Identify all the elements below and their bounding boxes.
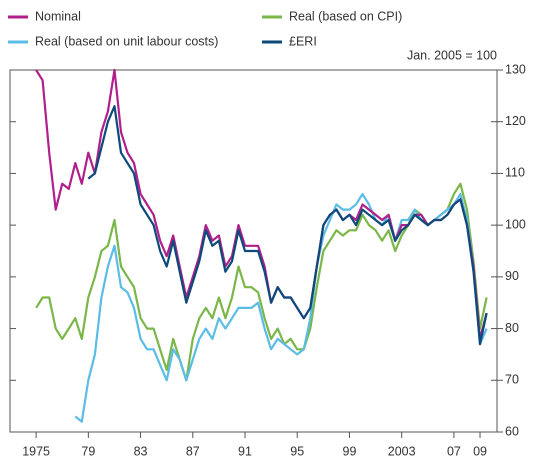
series-line bbox=[74, 193, 488, 423]
x-tick-label: 2003 bbox=[388, 444, 416, 458]
y-tick-label: 120 bbox=[505, 114, 526, 128]
y-tick-label: 80 bbox=[505, 321, 519, 335]
series-line bbox=[35, 182, 488, 382]
y-tick-label: 100 bbox=[505, 217, 526, 231]
x-tick-label: 91 bbox=[238, 444, 252, 458]
legend-label: £ERI bbox=[289, 34, 317, 48]
x-tick-label: 83 bbox=[134, 444, 148, 458]
legend-label: Nominal bbox=[35, 9, 81, 23]
y-tick-label: 70 bbox=[505, 373, 519, 387]
series-line bbox=[35, 68, 488, 340]
plot-frame bbox=[9, 69, 498, 433]
x-tick-label: 1975 bbox=[22, 444, 50, 458]
y-tick-label: 110 bbox=[505, 166, 525, 180]
x-tick-label: 79 bbox=[81, 444, 95, 458]
y-tick-label: 130 bbox=[505, 62, 526, 76]
x-tick-label: 07 bbox=[447, 444, 461, 458]
legend-label: Real (based on unit labour costs) bbox=[35, 34, 218, 48]
y-tick-label: 90 bbox=[505, 269, 519, 283]
annotation: Jan. 2005 = 100 bbox=[407, 48, 497, 62]
x-tick-label: 95 bbox=[290, 444, 304, 458]
legend-label: Real (based on CPI) bbox=[289, 9, 402, 23]
series-line bbox=[87, 105, 488, 346]
x-tick-label: 09 bbox=[473, 444, 487, 458]
x-tick-label: 87 bbox=[186, 444, 200, 458]
x-tick-label: 99 bbox=[343, 444, 357, 458]
y-tick-label: 60 bbox=[505, 424, 519, 438]
